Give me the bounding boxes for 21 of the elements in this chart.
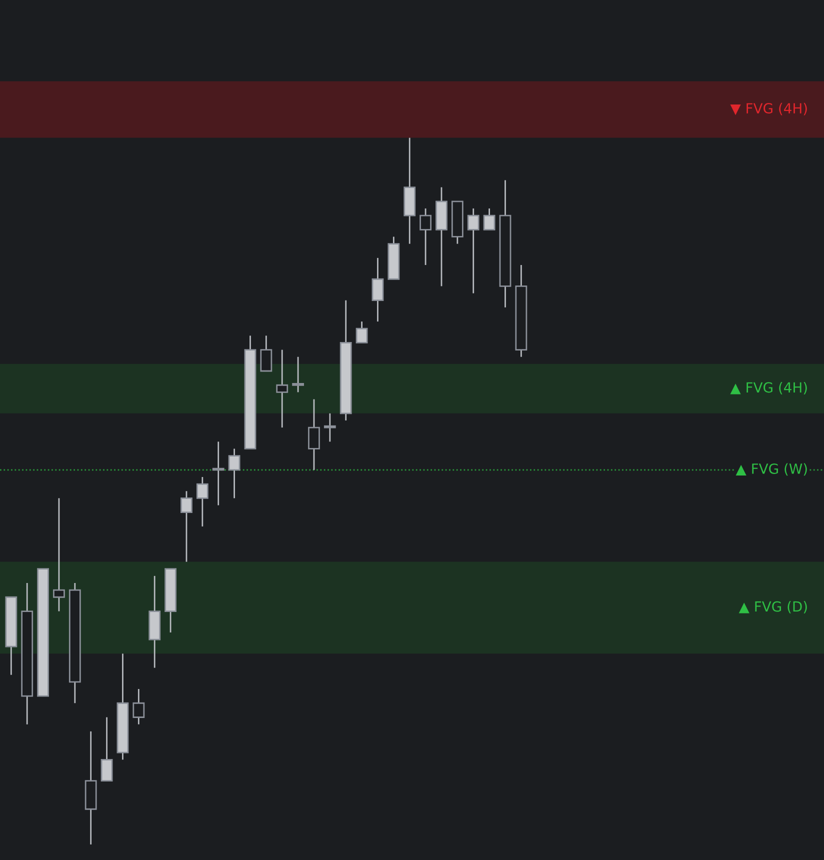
candlestick	[180, 490, 192, 562]
candlestick	[467, 208, 480, 294]
band-label: ▲ FVG (D)	[738, 601, 807, 614]
band-label: ▼ FVG (4H)	[730, 102, 807, 116]
candlestick	[260, 334, 272, 372]
candlestick	[276, 349, 288, 428]
candlestick	[212, 440, 224, 506]
band-label: ▲ FVG (4H)	[730, 382, 807, 394]
candlestick	[292, 356, 304, 393]
candlestick	[483, 208, 496, 230]
candlestick	[356, 320, 368, 344]
candlestick	[196, 476, 208, 528]
candlestick	[53, 497, 65, 612]
candlestick	[420, 208, 432, 266]
candlestick	[324, 412, 336, 442]
candlestick	[228, 448, 240, 499]
candlestick	[308, 398, 320, 471]
candlestick	[372, 257, 384, 322]
candlestick	[132, 688, 145, 726]
ref-line-label: ▲ FVG (W)	[736, 463, 807, 476]
candlestick	[100, 716, 113, 782]
